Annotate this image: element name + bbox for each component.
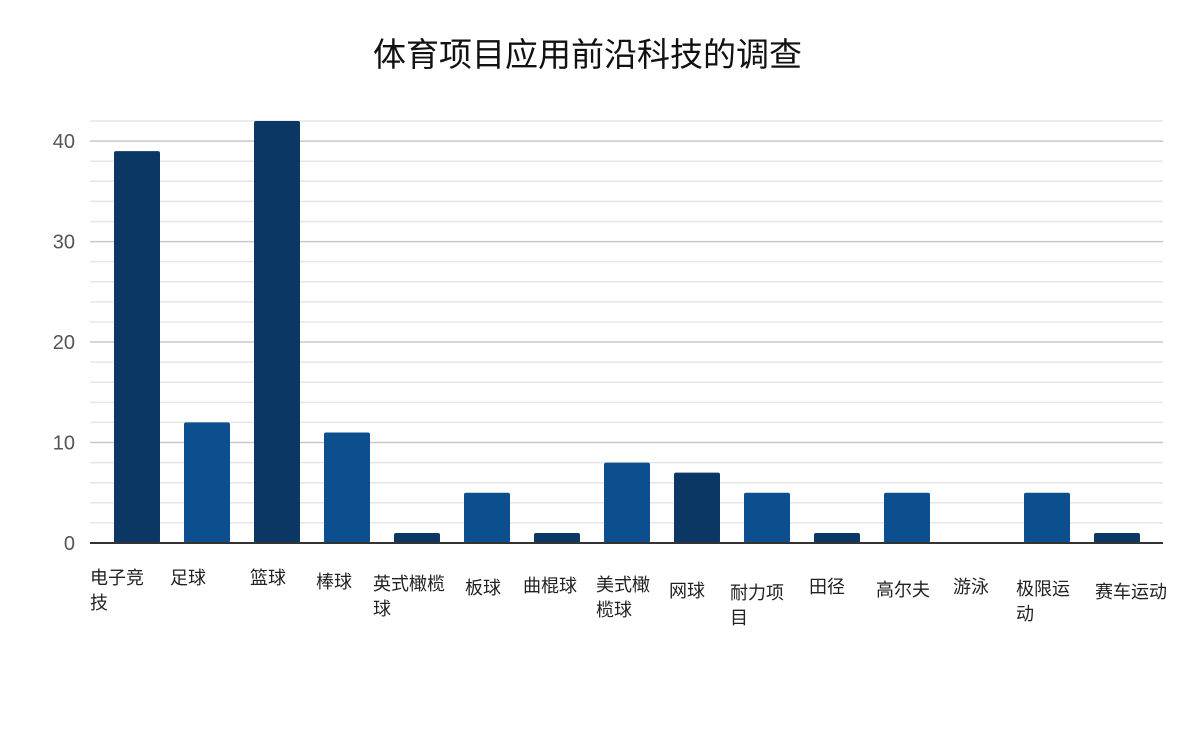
y-tick-label: 40 xyxy=(53,131,75,153)
x-tick-label: 英式橄榄球 xyxy=(373,574,445,620)
x-tick-label: 篮球 xyxy=(250,568,286,589)
x-tick-label: 棒球 xyxy=(316,572,352,593)
bar xyxy=(604,462,650,543)
bar xyxy=(1094,532,1140,543)
x-tick-label: 耐力项目 xyxy=(730,583,784,629)
x-tick-label: 网球 xyxy=(669,581,705,602)
bar xyxy=(674,472,720,543)
bar xyxy=(254,121,300,543)
bar xyxy=(184,422,230,543)
bar xyxy=(744,492,790,543)
y-tick-label: 20 xyxy=(53,332,75,354)
y-tick-label: 10 xyxy=(53,433,75,455)
bar xyxy=(884,492,930,543)
x-tick-label: 田径 xyxy=(809,577,845,598)
x-tick-label: 曲棍球 xyxy=(523,576,577,597)
bar xyxy=(534,532,580,543)
x-tick-label: 极限运动 xyxy=(1016,579,1070,625)
y-tick-label: 30 xyxy=(53,232,75,254)
bar xyxy=(114,151,160,543)
x-tick-label: 美式橄榄球 xyxy=(596,575,650,621)
x-tick-label: 游泳 xyxy=(953,577,989,598)
bar xyxy=(324,432,370,543)
bar xyxy=(394,532,440,543)
x-tick-label: 电子竞技 xyxy=(90,568,144,614)
x-tick-label: 板球 xyxy=(465,578,501,599)
y-tick-label: 0 xyxy=(64,533,75,555)
x-tick-label: 足球 xyxy=(170,568,206,589)
x-tick-label: 赛车运动 xyxy=(1095,582,1167,603)
bar xyxy=(814,532,860,543)
x-tick-label: 高尔夫 xyxy=(876,580,930,601)
bar xyxy=(1024,492,1070,543)
bar xyxy=(464,492,510,543)
chart-title: 体育项目应用前沿科技的调查 xyxy=(373,35,802,74)
